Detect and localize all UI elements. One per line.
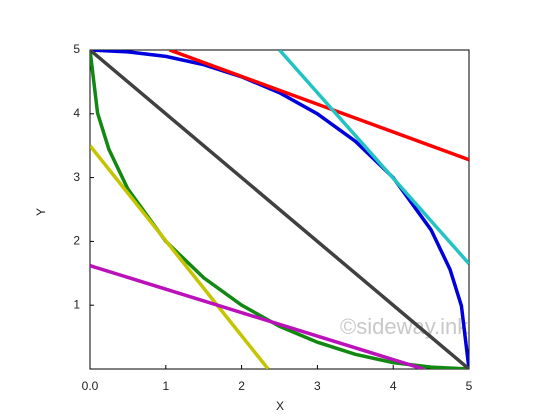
line — [90, 50, 469, 369]
line — [90, 144, 270, 369]
x-tick-label: 1 — [162, 379, 169, 393]
x-tick-label: 2 — [238, 379, 245, 393]
y-tick-label: 3 — [73, 170, 80, 184]
y-tick-label: 4 — [73, 106, 80, 120]
line — [90, 50, 469, 369]
watermark: ©sideway.ink — [340, 314, 469, 339]
y-axis-label: Y — [34, 208, 48, 216]
y-tick-label: 5 — [73, 42, 80, 56]
y-tick-label: 1 — [73, 297, 80, 311]
x-tick-label: 0.0 — [82, 379, 99, 393]
x-axis-label: X — [276, 399, 284, 413]
line — [90, 50, 469, 369]
x-tick-label: 5 — [466, 379, 473, 393]
x-tick-label: 4 — [390, 379, 397, 393]
line — [278, 50, 469, 265]
y-tick-label: 2 — [73, 234, 80, 248]
line — [168, 50, 469, 162]
x-tick-label: 3 — [314, 379, 321, 393]
line — [90, 263, 425, 369]
